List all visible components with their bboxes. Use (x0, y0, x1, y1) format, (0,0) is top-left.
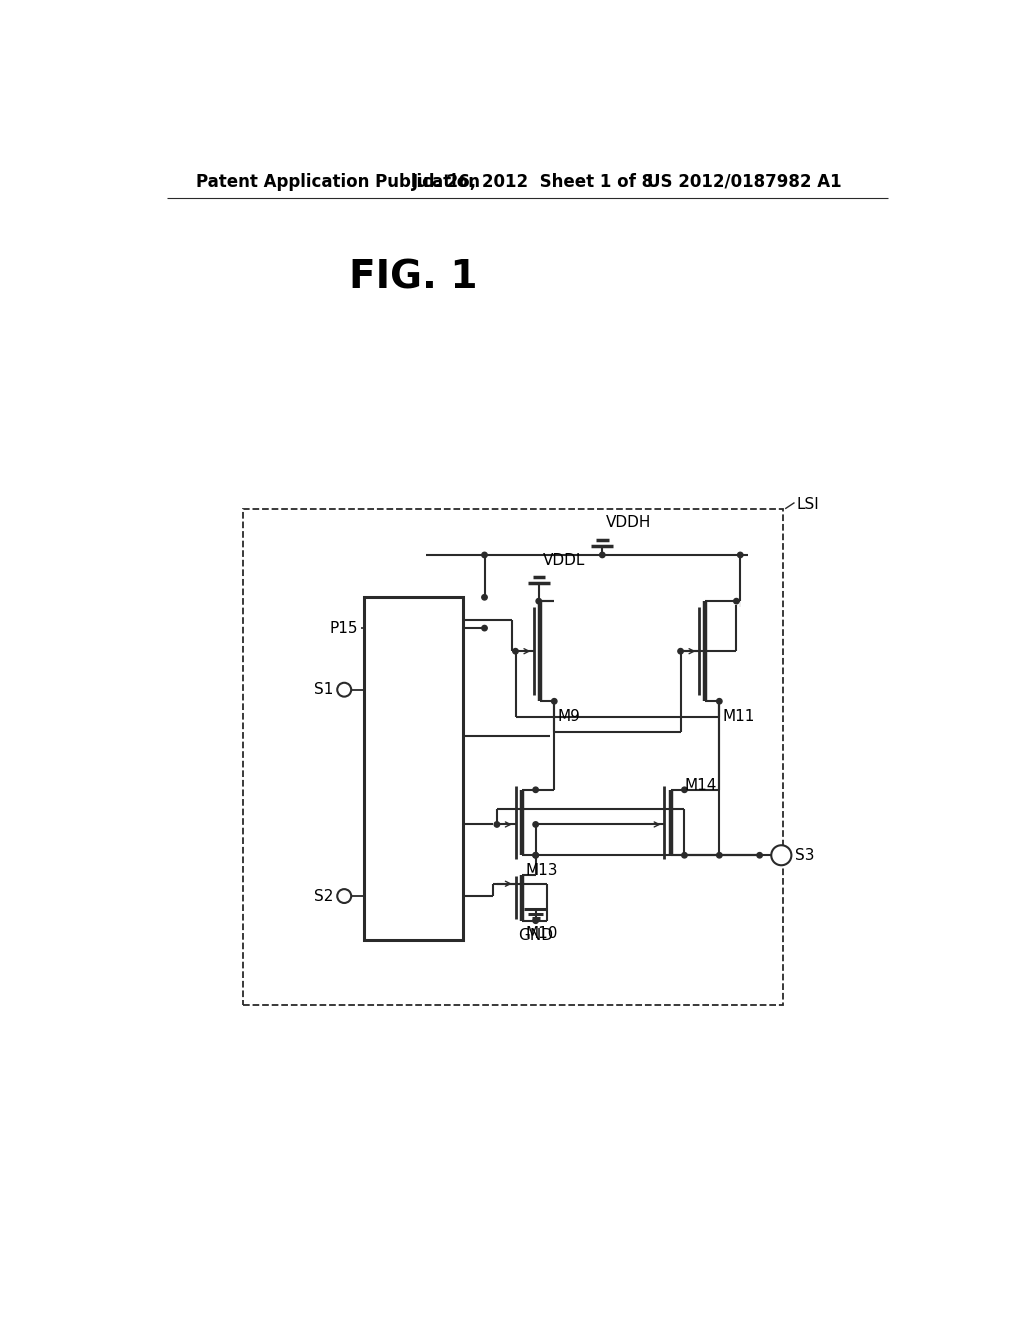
Text: FIG. 1: FIG. 1 (349, 259, 477, 297)
Circle shape (536, 598, 542, 603)
Text: Jul. 26, 2012  Sheet 1 of 8: Jul. 26, 2012 Sheet 1 of 8 (413, 173, 654, 190)
Circle shape (682, 853, 687, 858)
Bar (365, 597, 463, 940)
Circle shape (682, 787, 687, 792)
Text: S3: S3 (796, 847, 815, 863)
Text: VDDH: VDDH (606, 515, 651, 531)
Text: M9: M9 (557, 709, 581, 725)
Circle shape (600, 552, 605, 557)
Circle shape (717, 853, 722, 858)
Text: US 2012/0187982 A1: US 2012/0187982 A1 (647, 173, 842, 190)
Text: S1: S1 (314, 682, 334, 697)
Circle shape (532, 917, 539, 924)
Circle shape (532, 853, 539, 858)
Circle shape (513, 648, 518, 653)
Text: M13: M13 (525, 863, 558, 878)
Bar (243, 508, 783, 1006)
Text: VDDL: VDDL (543, 553, 585, 568)
Circle shape (678, 648, 683, 653)
Text: P15: P15 (330, 620, 358, 636)
Text: M11: M11 (722, 709, 755, 725)
Circle shape (737, 552, 743, 557)
Text: M10: M10 (525, 927, 558, 941)
Circle shape (717, 698, 722, 704)
Circle shape (481, 594, 487, 601)
Circle shape (532, 822, 539, 828)
Circle shape (495, 822, 500, 828)
Circle shape (733, 598, 739, 603)
Text: Patent Application Publication: Patent Application Publication (197, 173, 480, 190)
Circle shape (771, 845, 792, 866)
Circle shape (532, 787, 539, 792)
Text: S2: S2 (314, 888, 334, 904)
Text: M14: M14 (684, 779, 717, 793)
Circle shape (532, 853, 539, 858)
Text: GND: GND (518, 928, 553, 942)
Circle shape (481, 552, 487, 557)
Text: LSI: LSI (797, 498, 819, 512)
Circle shape (552, 698, 557, 704)
Circle shape (757, 853, 762, 858)
Circle shape (481, 626, 487, 631)
